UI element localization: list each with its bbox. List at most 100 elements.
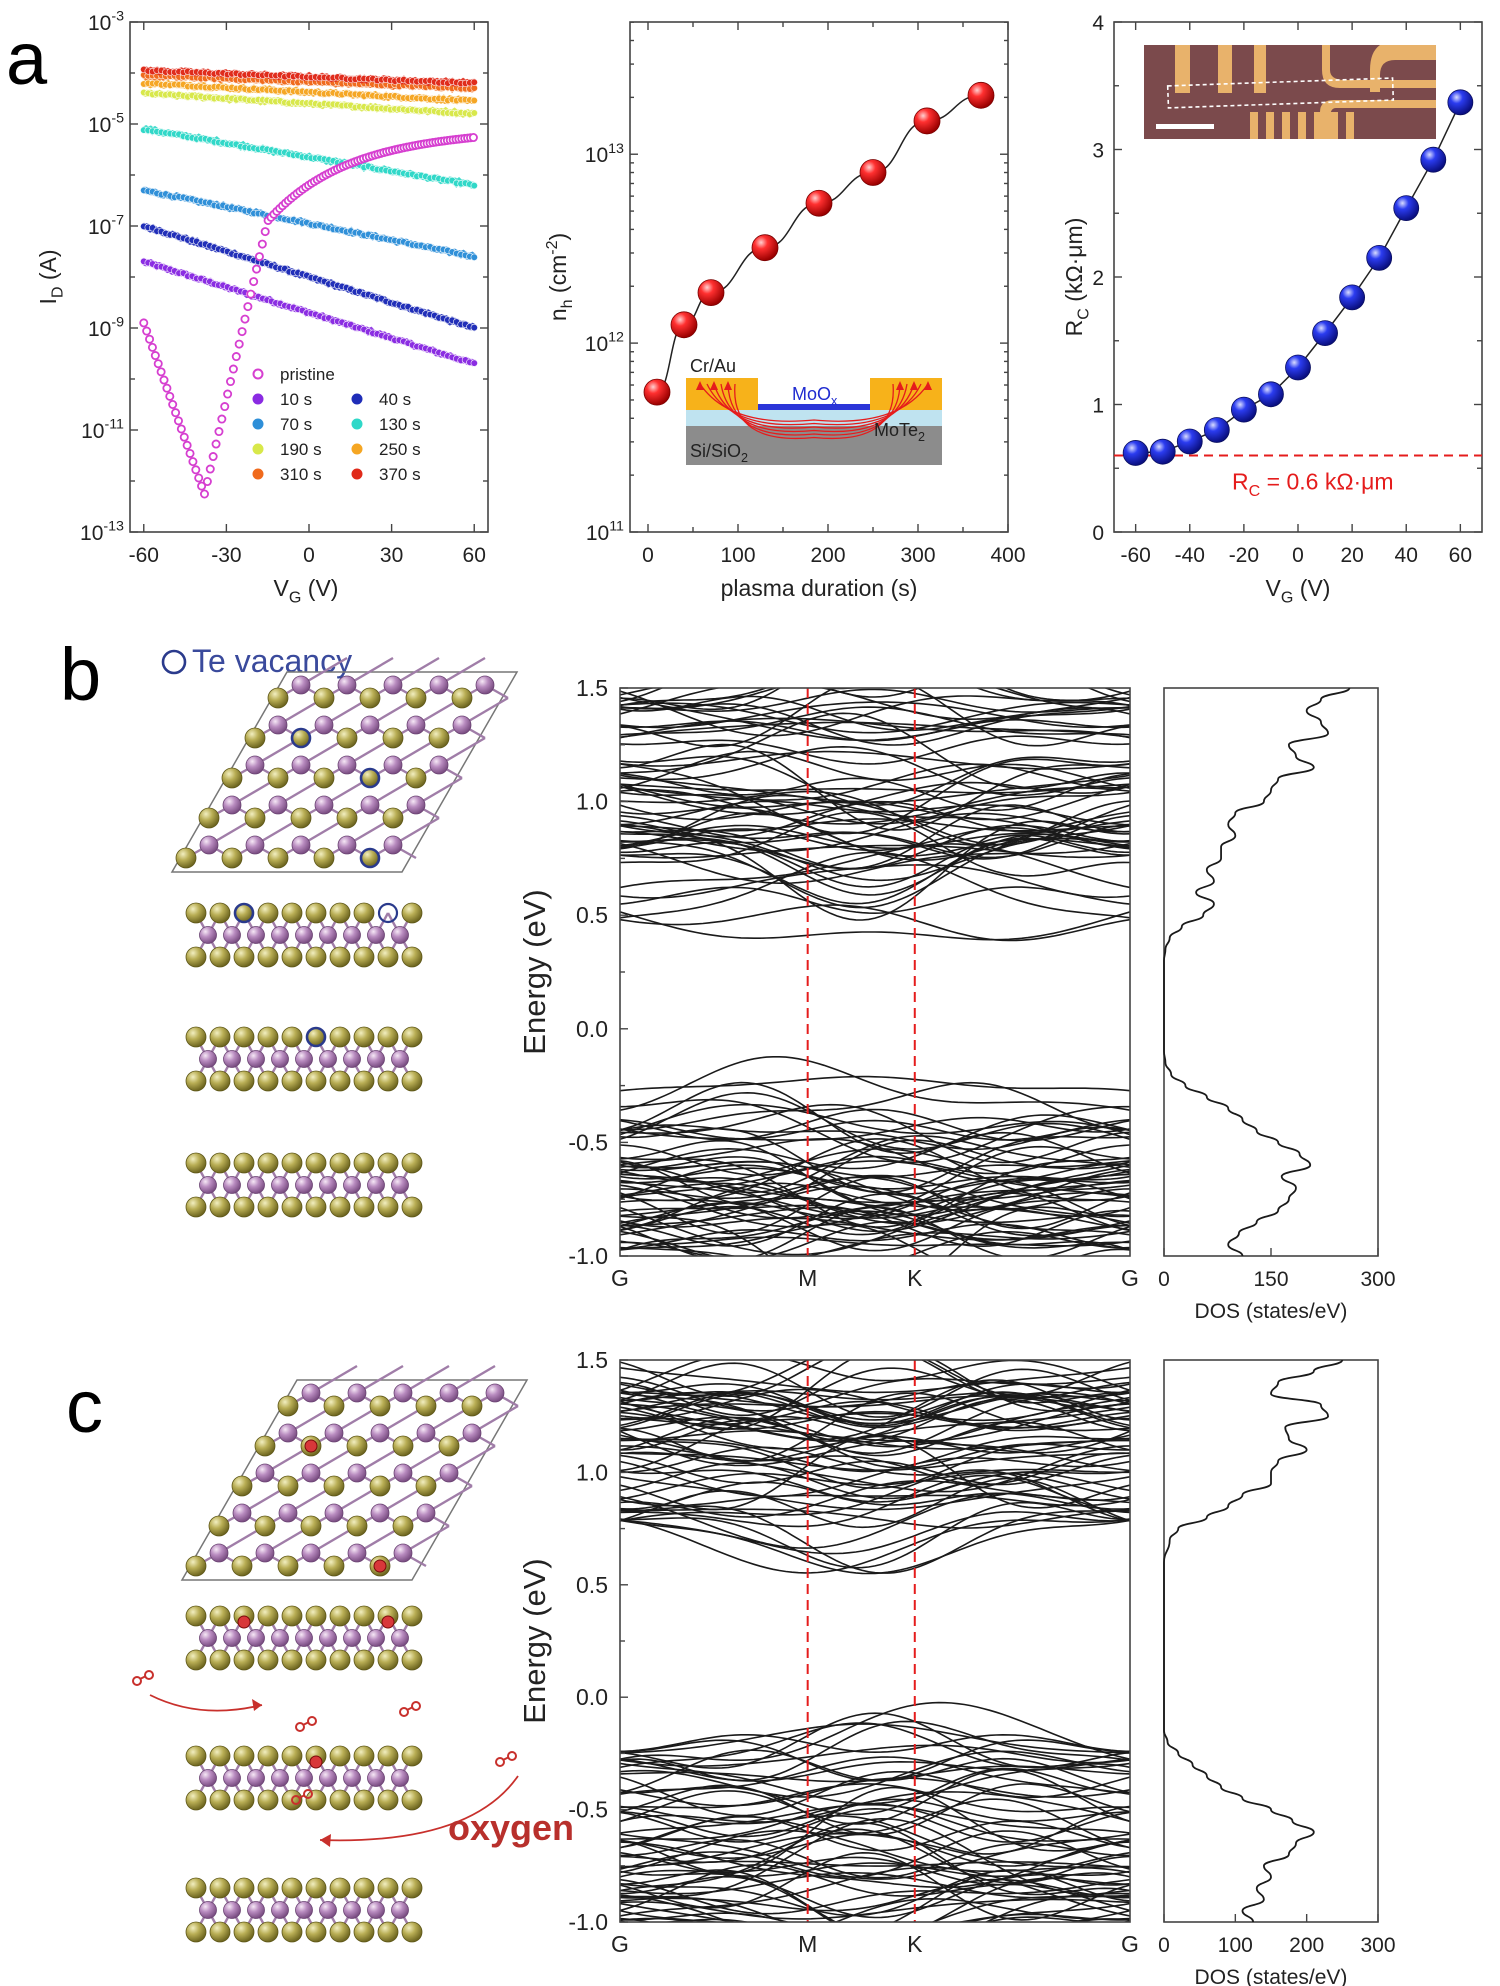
band-line [620, 1457, 1130, 1498]
band-line [620, 688, 1130, 703]
mo-atom [268, 715, 288, 735]
te-atom [401, 1745, 423, 1767]
oxygen-bond [139, 1675, 147, 1680]
te-atom [209, 1196, 231, 1218]
oxide-layer [758, 404, 870, 410]
y-tick-label: 1011 [586, 519, 624, 545]
series-40s [140, 222, 478, 332]
band-line [620, 1479, 1130, 1518]
band-line [620, 1481, 1130, 1510]
te-atom [231, 1475, 253, 1497]
band-line [620, 1518, 1130, 1574]
legend-label: 130 s [379, 415, 421, 434]
te-atom [257, 902, 279, 924]
te-atom [353, 1745, 375, 1767]
mo-atom [291, 755, 311, 775]
oxygen-molecule [411, 1701, 421, 1711]
te-atom [353, 1605, 375, 1627]
band-line [620, 701, 1130, 734]
vacancy-site [305, 1026, 327, 1048]
band-line [620, 837, 1130, 905]
side-view [185, 1026, 423, 1092]
band-line [620, 1791, 1130, 1823]
side-view [185, 1605, 423, 1671]
mo-atom [319, 1629, 337, 1647]
data-point [257, 239, 267, 249]
band-line [620, 1733, 1130, 1754]
series-190s [140, 88, 478, 119]
mo-atom [319, 1901, 337, 1919]
band-line [620, 1131, 1130, 1174]
mo-atom [439, 1383, 459, 1403]
te-atom [369, 1395, 391, 1417]
current-path [713, 383, 915, 429]
data-point [162, 383, 172, 393]
te-atom [244, 727, 266, 749]
band-line [620, 1056, 1130, 1111]
data-point [156, 367, 166, 377]
te-atom [208, 1515, 230, 1537]
te-atom [185, 1649, 207, 1671]
band-line [620, 717, 1130, 739]
x-axis-label: plasma duration (s) [721, 575, 918, 601]
te-atom [369, 1475, 391, 1497]
y-tick-label: 1.0 [576, 789, 608, 815]
electrode [1314, 112, 1322, 139]
mo-atom [383, 835, 403, 855]
te-atom [267, 767, 289, 789]
band-line [620, 1137, 1130, 1183]
band-line [620, 1103, 1130, 1136]
band-line [620, 804, 1130, 870]
te-atom [377, 946, 399, 968]
te-atom [209, 1026, 231, 1048]
band-line [620, 688, 1130, 713]
band-line [620, 1098, 1130, 1164]
te-atom [281, 946, 303, 968]
mo-atom [343, 1050, 361, 1068]
data-point [179, 432, 189, 442]
oxygen-atom [381, 1615, 395, 1629]
mo-atom [271, 1769, 289, 1787]
vacancy-site [359, 847, 381, 869]
chart-band-structure-c: G M K G 1.5 1.0 0.5 0.0 -0.5 -1.0 Energy (eV) [517, 1347, 1139, 1957]
band-line [620, 1195, 1130, 1252]
data-point [168, 399, 178, 409]
band-line [620, 1116, 1130, 1141]
te-atom [346, 1515, 368, 1537]
data-point [1122, 440, 1149, 466]
x-tick-label: 0 [1158, 1934, 1170, 1957]
te-atom [401, 1649, 423, 1671]
x-tick-label: -20 [1229, 544, 1259, 567]
band-line [620, 1501, 1130, 1569]
band-line [620, 1197, 1130, 1224]
band-line [620, 1841, 1130, 1889]
mo-atom [209, 1543, 229, 1563]
x-tick-label: 20 [1340, 544, 1363, 567]
te-atom [353, 1070, 375, 1092]
data-point [237, 327, 247, 337]
mo-atom [393, 1463, 413, 1483]
mo-atom [393, 1383, 413, 1403]
side-view [185, 902, 423, 968]
data-point [147, 342, 157, 352]
mo-atom [485, 1383, 505, 1403]
te-atom [329, 946, 351, 968]
te-atom [405, 687, 427, 709]
band-line [620, 1206, 1130, 1256]
band-line [620, 1744, 1130, 1767]
te-atom [221, 767, 243, 789]
te-atom [185, 1196, 207, 1218]
mo-atom [439, 1463, 459, 1483]
data-point [967, 81, 995, 109]
te-atom [185, 1070, 207, 1092]
data-point [240, 314, 250, 324]
series-70s [140, 186, 478, 261]
x-tick-label: 300 [1360, 1268, 1395, 1291]
band-line [620, 1828, 1130, 1884]
dos-curve [1163, 1359, 1344, 1923]
mo-atom [367, 926, 385, 944]
te-atom [382, 727, 404, 749]
te-atom [185, 1026, 207, 1048]
data-point [231, 352, 241, 362]
x-tick-label: 100 [720, 544, 755, 567]
